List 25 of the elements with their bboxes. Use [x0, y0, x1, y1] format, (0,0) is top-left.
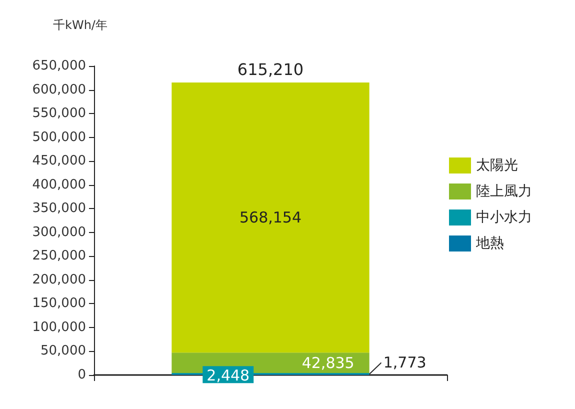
y-axis-title: 千kWh/年: [53, 18, 108, 32]
data-label: 568,154: [239, 208, 302, 227]
legend-label: 陸上風力: [476, 184, 532, 200]
y-tick-label: 550,000: [32, 106, 86, 122]
y-tick-label: 0: [78, 368, 86, 382]
data-label: 2,448: [206, 366, 250, 385]
y-tick-label: 400,000: [32, 177, 86, 192]
bar: [172, 82, 370, 353]
data-label: 1,773: [383, 354, 426, 372]
legend-label: 太陽光: [476, 158, 518, 174]
y-tick-label: 250,000: [32, 248, 86, 264]
legend-label: 中小水力: [476, 210, 532, 226]
y-tick-label: 150,000: [32, 296, 86, 312]
data-label: 42,835: [302, 354, 354, 372]
y-tick-label: 100,000: [32, 320, 86, 335]
y-tick-label: 600,000: [32, 82, 86, 98]
y-tick-label: 50,000: [40, 344, 86, 359]
total-label: 615,210: [237, 60, 304, 80]
y-tick-label: 200,000: [32, 272, 86, 288]
y-tick-label: 300,000: [32, 224, 86, 240]
y-tick-label: 450,000: [32, 154, 86, 169]
y-tick-label: 500,000: [32, 130, 86, 145]
legend-label: 地熱: [475, 236, 504, 252]
y-tick-label: 350,000: [32, 201, 86, 216]
y-tick-label: 650,000: [32, 58, 86, 74]
